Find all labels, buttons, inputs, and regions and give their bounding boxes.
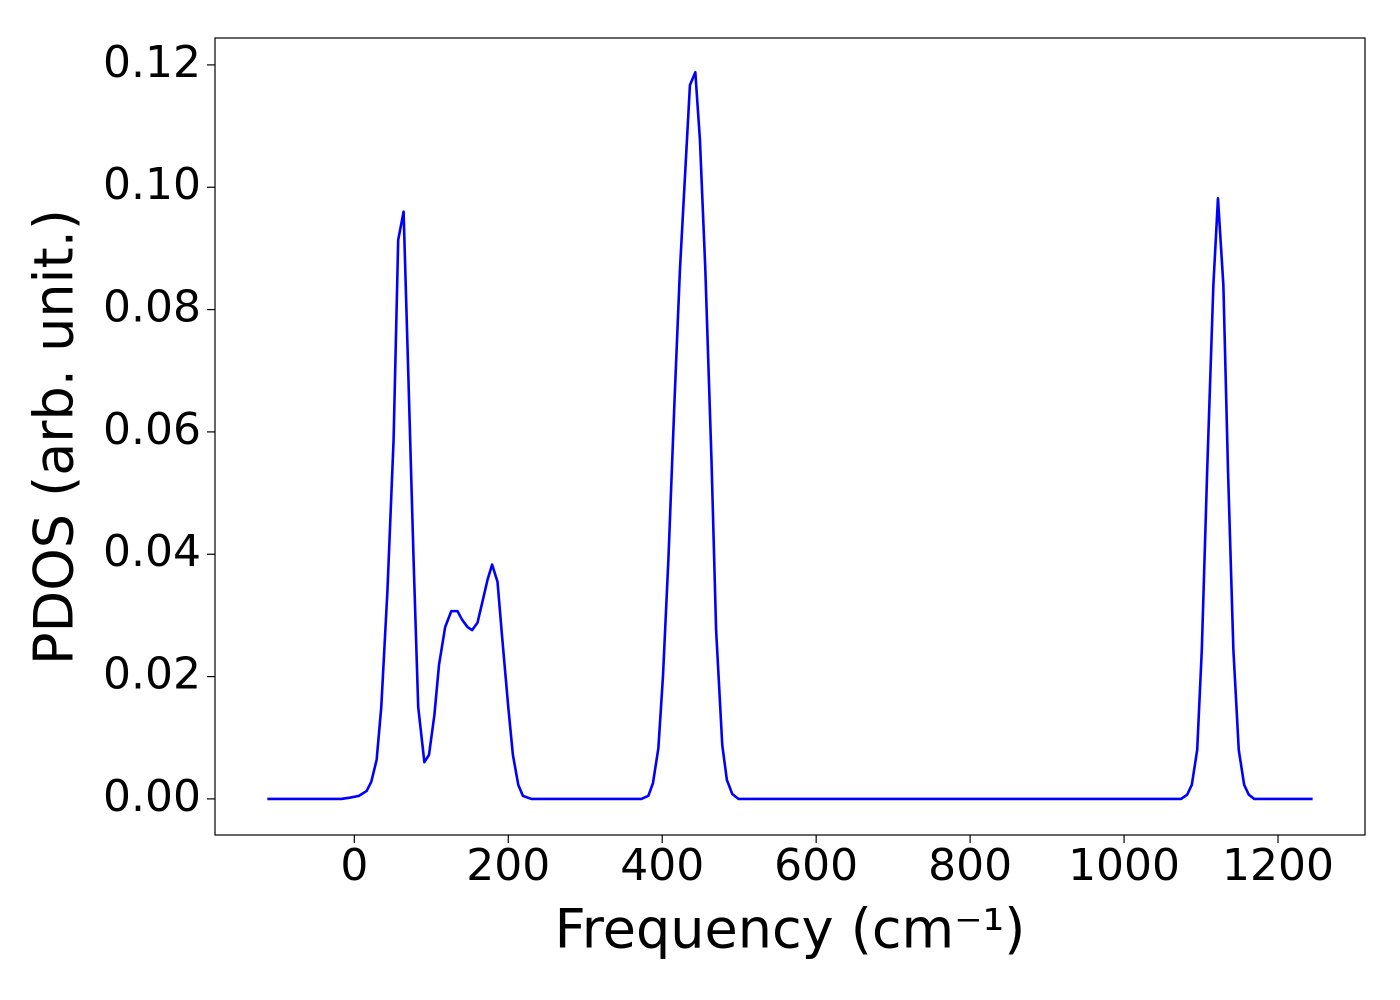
x-tick-label: 600: [774, 840, 858, 891]
x-tick-label: 1000: [1068, 840, 1180, 891]
data-line: [267, 70, 1313, 801]
y-tick-label: 0.08: [103, 282, 201, 333]
x-tick-label: 200: [466, 840, 550, 891]
x-axis-label: Frequency (cm⁻¹): [555, 898, 1026, 961]
x-tick-label: 800: [928, 840, 1012, 891]
x-tick-label: 400: [620, 840, 704, 891]
y-tick-label: 0.02: [103, 649, 201, 700]
y-axis-label: PDOS (arb. unit.): [23, 209, 86, 665]
y-tick-label: 0.10: [103, 159, 201, 210]
y-tick-label: 0.04: [103, 526, 201, 577]
x-tick-label: 0: [340, 840, 368, 891]
y-tick-label: 0.00: [103, 771, 201, 822]
x-tick-label: 1200: [1222, 840, 1334, 891]
plot-frame: [214, 37, 1366, 836]
y-tick-label: 0.06: [103, 404, 201, 455]
y-tick-label: 0.12: [103, 37, 201, 88]
